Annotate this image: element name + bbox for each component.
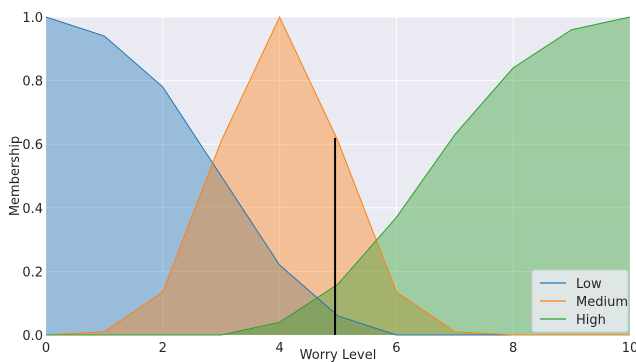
series-lines (45, 15, 631, 336)
area-high (46, 17, 630, 335)
x-axis-label: Worry Level (300, 348, 377, 362)
legend-box (531, 269, 629, 333)
y-tick-label: 0.6 (22, 138, 43, 153)
y-tick-label: 0.8 (22, 75, 43, 90)
y-axis-label: Membership (8, 136, 23, 216)
x-tick-label: 0 (42, 341, 50, 356)
y-tick-label: 0.2 (22, 265, 43, 280)
legend-label-high: High (576, 313, 606, 328)
y-tick-label: 1.0 (22, 11, 43, 26)
area-medium (46, 17, 630, 335)
area-low (46, 17, 630, 335)
x-tick-label: 2 (159, 341, 167, 356)
y-tick-label: 0.4 (22, 202, 43, 217)
x-tick-labels: 0 2 4 6 8 10 (42, 341, 636, 356)
series-areas (46, 17, 630, 335)
y-tick-label: 0.0 (22, 329, 43, 344)
line-medium (45, 15, 630, 336)
legend-label-low: Low (576, 277, 602, 292)
x-tick-label: 10 (622, 341, 636, 356)
line-high (46, 16, 631, 336)
x-tick-label: 6 (392, 341, 400, 356)
x-tick-label: 4 (275, 341, 283, 356)
x-tick-label: 8 (509, 341, 517, 356)
y-tick-labels: 0.0 0.2 0.4 0.6 0.8 1.0 (22, 11, 43, 344)
legend: Low Medium High (531, 269, 629, 333)
legend-label-medium: Medium (576, 295, 628, 310)
